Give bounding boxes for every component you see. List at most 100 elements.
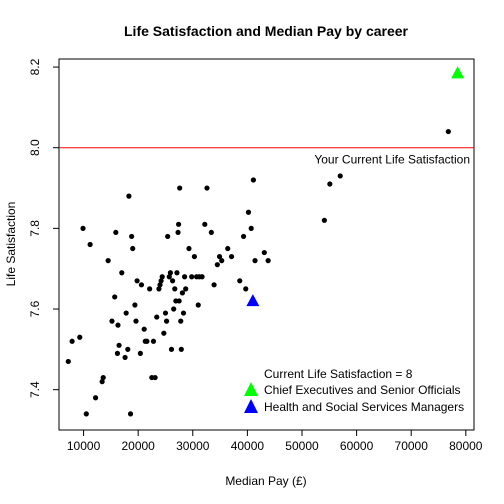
data-point [337,173,343,179]
data-point [129,233,135,240]
data-point [119,270,125,276]
data-point [211,282,217,288]
data-point [147,286,153,292]
y-axis: 7.4 7.6 7.8 8.0 8.2 [28,58,59,398]
data-point [109,318,115,324]
data-point [219,258,225,264]
data-point [181,274,188,280]
data-point [141,326,147,332]
y-axis-label: Life Satisfaction [4,202,18,287]
legend-blue-triangle-icon [244,399,258,413]
data-point [199,274,205,280]
data-point [177,185,183,191]
data-point [178,346,184,352]
data-point [126,193,132,199]
data-point [112,294,118,300]
data-point [87,241,93,248]
data-point [204,185,210,191]
data-point [165,233,171,240]
data-point [65,358,71,365]
x-tick-label: 60000 [340,439,374,453]
data-point [156,286,162,292]
x-tick-label: 30000 [176,439,210,453]
data-point [261,249,267,256]
x-axis-label: Median Pay (£) [225,474,306,488]
data-point [327,181,333,187]
x-tick-label: 40000 [231,439,265,453]
data-point [163,318,170,324]
data-point [175,221,182,227]
highlighted-points [246,66,465,307]
data-point [178,318,184,324]
x-tick-label: 50000 [285,439,319,453]
data-point [161,330,167,336]
data-point [138,282,145,288]
data-point [152,374,158,381]
legend: Current Life Satisfaction = 8 Chief Exec… [244,367,464,414]
data-point [125,346,131,352]
data-point [168,346,175,352]
data-point [132,302,138,308]
data-points [65,128,451,417]
chart-title: Life Satisfaction and Median Pay by care… [124,23,409,39]
x-tick-label: 20000 [121,439,155,453]
x-axis: 10000 20000 30000 40000 50000 60000 70000 80000 [67,430,483,453]
legend-label-chief-executives: Chief Executives and Senior Officials [264,383,461,397]
data-point [179,290,186,296]
data-point [144,338,150,344]
data-point [195,302,201,308]
data-point [225,245,231,252]
legend-green-triangle-icon [244,382,258,396]
current-life-satisfaction-text: Current Life Satisfaction = 8 [264,367,413,381]
data-point [113,229,119,236]
data-point [115,322,121,328]
data-point [202,221,208,227]
plot-frame [58,58,475,431]
data-point [189,274,195,280]
x-tick-label: 70000 [395,439,429,453]
data-point [150,338,157,344]
data-point [252,258,258,264]
x-tick-label: 80000 [449,439,483,453]
y-tick-label: 7.8 [28,220,42,237]
highlighted-point-triangle [451,66,465,79]
data-point [174,270,180,276]
reference-line-label: Your Current Life Satisfaction [314,153,470,167]
data-point [175,229,181,236]
data-point [169,278,176,284]
data-point [321,217,327,223]
data-point [265,258,271,264]
data-point [83,411,89,417]
legend-label-health-managers: Health and Social Services Managers [264,400,464,414]
data-point [214,262,220,268]
data-point [154,314,160,320]
data-point [237,278,243,284]
data-point [183,286,189,292]
highlighted-point-triangle [246,294,260,307]
data-point [105,258,111,264]
data-point [208,229,214,236]
data-point [245,209,252,215]
data-point [127,411,134,417]
data-point [180,310,187,316]
y-tick-label: 7.4 [28,381,42,398]
data-point [100,374,106,381]
data-point [250,177,256,183]
data-point [176,298,182,304]
data-point [162,310,169,316]
data-point [445,128,451,135]
data-point [69,338,75,344]
data-point [167,270,173,276]
data-point [157,282,163,288]
data-point [248,225,254,231]
data-point [137,350,143,356]
data-point [171,306,177,312]
data-point [77,334,83,340]
data-point [158,278,164,284]
data-point [92,395,99,401]
y-tick-label: 7.6 [28,300,42,317]
y-tick-label: 8.0 [28,139,42,156]
y-tick-label: 8.2 [28,58,42,75]
data-point [122,354,128,361]
